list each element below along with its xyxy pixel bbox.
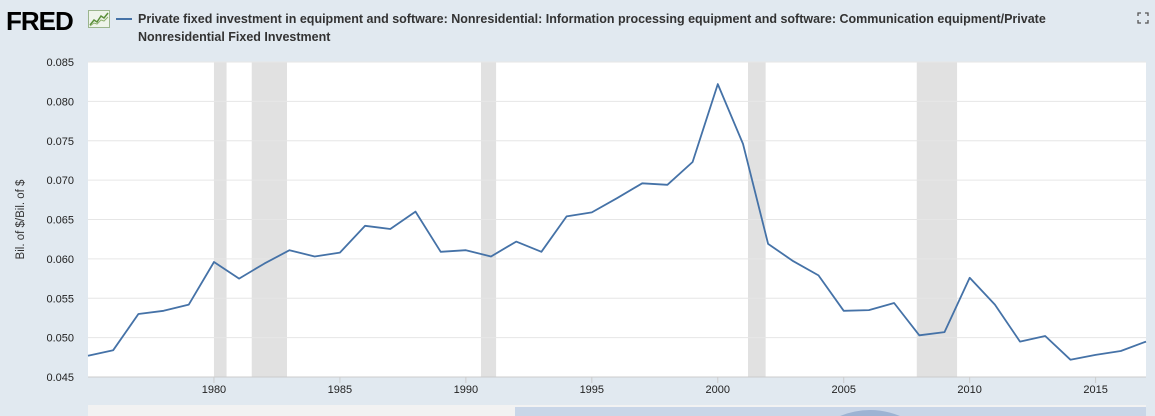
y-tick-label-0.055: 0.055 bbox=[46, 293, 74, 305]
trend-chart-icon bbox=[88, 10, 110, 28]
x-tick-label-1985: 1985 bbox=[328, 384, 352, 396]
y-tick-label-0.060: 0.060 bbox=[46, 254, 74, 266]
y-axis: 0.045 0.050 0.055 0.060 0.065 0.070 0.075 0.080… bbox=[46, 57, 74, 384]
x-axis: 1980 1985 1990 1995 2000 2005 2010 2015 bbox=[88, 376, 1146, 396]
x-tick-label-1990: 1990 bbox=[454, 384, 478, 396]
chart-legend[interactable]: Private fixed investment in equipment an… bbox=[116, 10, 1132, 46]
x-tick-label-1980: 1980 bbox=[202, 384, 226, 396]
y-tick-label-0.080: 0.080 bbox=[46, 96, 74, 108]
fred-logo: FRED bbox=[6, 6, 74, 36]
y-tick-label-0.045: 0.045 bbox=[46, 372, 74, 384]
y-tick-label-0.075: 0.075 bbox=[46, 136, 74, 148]
navigator-series-preview bbox=[840, 410, 900, 416]
y-tick-label-0.070: 0.070 bbox=[46, 175, 74, 187]
x-tick-label-2015: 2015 bbox=[1083, 384, 1107, 396]
x-tick-label-2005: 2005 bbox=[831, 384, 855, 396]
legend-swatch bbox=[116, 18, 132, 20]
y-tick-label-0.065: 0.065 bbox=[46, 215, 74, 227]
legend-label: Private fixed investment in equipment an… bbox=[138, 12, 1046, 44]
series-layer bbox=[87, 83, 1147, 361]
navigator-selection bbox=[515, 407, 1146, 416]
fullscreen-icon[interactable] bbox=[1137, 12, 1149, 24]
x-tick-label-2010: 2010 bbox=[957, 384, 981, 396]
y-tick-label-0.085: 0.085 bbox=[46, 57, 74, 69]
series-line-0 bbox=[87, 83, 1147, 361]
y-tick-label-0.050: 0.050 bbox=[46, 333, 74, 345]
x-tick-label-2000: 2000 bbox=[706, 384, 730, 396]
x-tick-label-1995: 1995 bbox=[580, 384, 604, 396]
y-axis-label: Bil. of $/Bil. of $ bbox=[15, 179, 27, 260]
